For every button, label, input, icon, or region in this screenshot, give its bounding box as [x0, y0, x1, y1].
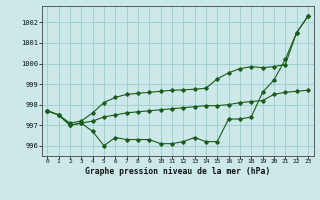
X-axis label: Graphe pression niveau de la mer (hPa): Graphe pression niveau de la mer (hPa): [85, 167, 270, 176]
